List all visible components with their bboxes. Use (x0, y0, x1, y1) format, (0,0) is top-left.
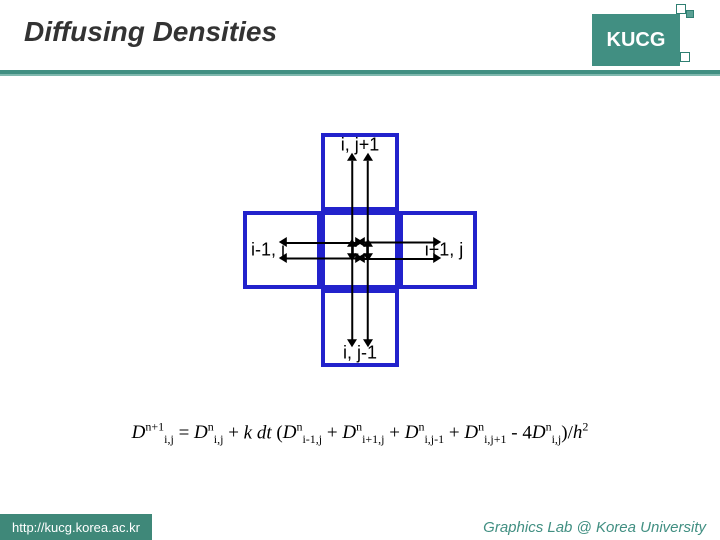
arrow-left-1 (286, 242, 356, 244)
arrow-down-1-head (347, 339, 357, 347)
arrow-right-2-head (357, 253, 365, 263)
arrow-left-1-head (279, 237, 287, 247)
logo-badge: KUCG (592, 14, 680, 66)
arrow-right-1 (364, 242, 434, 244)
arrow-down-2-head (363, 339, 373, 347)
arrow-right-2-head (433, 253, 441, 263)
slide-title: Diffusing Densities (24, 16, 277, 48)
arrow-left-2 (286, 258, 356, 260)
arrow-left-2-head (279, 253, 287, 263)
arrow-right-1-head (433, 237, 441, 247)
diffusion-equation: Dn+1i,j = Dni,j + k dt (Dni-1,j + Dni+1,… (0, 420, 720, 447)
arrow-right-1-head (357, 237, 365, 247)
footer-url: http://kucg.korea.ac.kr (0, 514, 152, 540)
arrow-down-1 (351, 247, 353, 341)
arrow-up-1-head (347, 153, 357, 161)
header-rule-thin (0, 74, 720, 76)
footer-credit: Graphics Lab @ Korea University (483, 519, 720, 536)
arrow-up-2-head (363, 153, 373, 161)
arrow-down-2 (367, 247, 369, 341)
slide-header: Diffusing Densities KUCG (0, 0, 720, 78)
slide-footer: http://kucg.korea.ac.kr Graphics Lab @ K… (0, 514, 720, 540)
arrow-right-2 (364, 258, 434, 260)
logo-text: KUCG (607, 29, 666, 52)
stencil-diagram: i, j+1i-1, ji, ji+1, ji, j-1 (0, 100, 720, 400)
